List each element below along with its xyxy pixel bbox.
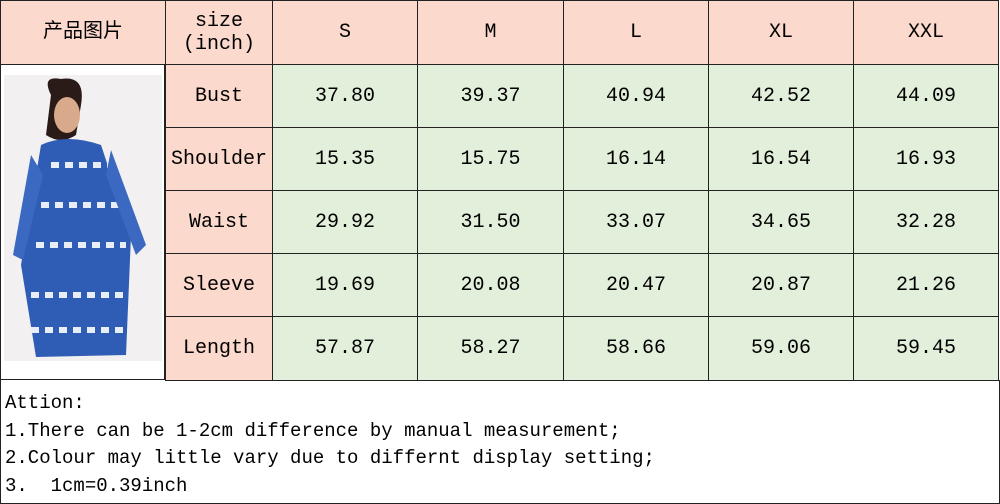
value-cell: 59.06 bbox=[708, 316, 854, 381]
value-cell: 20.08 bbox=[417, 253, 564, 317]
value-cell: 16.54 bbox=[708, 127, 854, 191]
row-label: Length bbox=[165, 316, 273, 381]
header-cell: XL bbox=[708, 0, 854, 65]
notes: Attion: 1.There can be 1-2cm difference b… bbox=[0, 380, 1000, 504]
row-label: Shoulder bbox=[165, 127, 273, 191]
value-cell: 32.28 bbox=[853, 190, 999, 254]
value-cell: 42.52 bbox=[708, 64, 854, 128]
header-cell: L bbox=[563, 0, 709, 65]
note-line: 1.There can be 1-2cm difference by manua… bbox=[5, 419, 621, 442]
pattern bbox=[31, 162, 126, 333]
value-cell: 44.09 bbox=[853, 64, 999, 128]
row-label: Bust bbox=[165, 64, 273, 128]
value-cell: 29.92 bbox=[272, 190, 418, 254]
value-cell: 20.47 bbox=[563, 253, 709, 317]
face bbox=[54, 97, 80, 133]
value-cell: 57.87 bbox=[272, 316, 418, 381]
value-cell: 59.45 bbox=[853, 316, 999, 381]
value-cell: 40.94 bbox=[563, 64, 709, 128]
row-label: Sleeve bbox=[165, 253, 273, 317]
value-cell: 19.69 bbox=[272, 253, 418, 317]
value-cell: 16.14 bbox=[563, 127, 709, 191]
value-cell: 31.50 bbox=[417, 190, 564, 254]
value-cell: 39.37 bbox=[417, 64, 564, 128]
header-cell: size (inch) bbox=[165, 0, 273, 65]
value-cell: 15.35 bbox=[272, 127, 418, 191]
product-image-cell bbox=[0, 64, 165, 380]
value-cell: 20.87 bbox=[708, 253, 854, 317]
value-cell: 16.93 bbox=[853, 127, 999, 191]
header-cell: XXL bbox=[853, 0, 999, 65]
header-cell: S bbox=[272, 0, 418, 65]
value-cell: 15.75 bbox=[417, 127, 564, 191]
row-label: Waist bbox=[165, 190, 273, 254]
product-image bbox=[4, 75, 162, 361]
dress bbox=[21, 139, 131, 357]
value-cell: 37.80 bbox=[272, 64, 418, 128]
note-line: 3. 1cm=0.39inch bbox=[5, 474, 188, 497]
value-cell: 33.07 bbox=[563, 190, 709, 254]
header-cell: M bbox=[417, 0, 564, 65]
note-line: Attion: bbox=[5, 392, 85, 414]
value-cell: 58.66 bbox=[563, 316, 709, 381]
value-cell: 58.27 bbox=[417, 316, 564, 381]
value-cell: 34.65 bbox=[708, 190, 854, 254]
value-cell: 21.26 bbox=[853, 253, 999, 317]
note-line: 2.Colour may little vary due to differnt… bbox=[5, 447, 655, 469]
header-cell: 产品图片 bbox=[0, 0, 166, 65]
sleeves bbox=[13, 150, 146, 260]
